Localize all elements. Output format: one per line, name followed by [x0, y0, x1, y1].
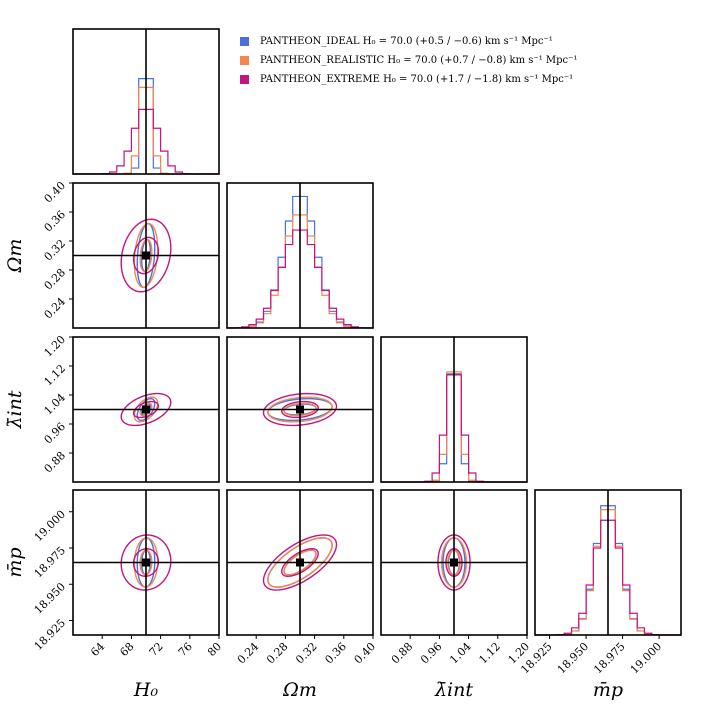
- legend-label-realistic: PANTHEON_REALISTIC: [260, 55, 385, 66]
- contour-pantheon_realistic-1sigma: [283, 549, 317, 576]
- x-tick-label-2-2: 1.04: [447, 640, 474, 667]
- panel-frame-1-1: [226, 182, 374, 329]
- x-tick-label-2-0: 0.88: [389, 640, 416, 667]
- y-tick-label-2-3: 1.12: [42, 362, 69, 389]
- contour-panel-3-2: [380, 489, 528, 636]
- contour-pantheon_extreme-2sigma: [262, 392, 338, 427]
- x-tick-label-3-1: 18.950: [555, 640, 591, 676]
- legend-swatch-extreme: [240, 75, 249, 84]
- panel-frame-2-1: [226, 336, 374, 483]
- legend-label-ideal: PANTHEON_IDEAL: [260, 36, 360, 47]
- legend-item-ideal: PANTHEON_IDEAL H₀ = 70.0 (+0.5 / −0.6) k…: [240, 32, 577, 51]
- contour-pantheon_realistic-2sigma: [267, 396, 333, 423]
- x-tick-label-0-3: 76: [176, 640, 195, 659]
- legend-estimate-extreme: H₀ = 70.0 (+1.7 / −1.8) km s⁻¹ Mpc⁻¹: [383, 74, 574, 85]
- x-axis-label-3: m̄p: [593, 679, 623, 701]
- contour-pantheon_extreme-1sigma: [132, 400, 160, 419]
- panel-frame-3-3: [534, 489, 682, 636]
- contour-panel-1-0: [72, 182, 220, 329]
- x-axis-label-2: λ̄int: [434, 679, 473, 701]
- histogram-panel-2: [380, 336, 528, 483]
- panel-frame-1-0: [72, 182, 220, 329]
- panel-frame-3-2: [380, 489, 528, 636]
- y-tick-label-1-2: 0.32: [42, 237, 69, 264]
- truth-marker-3-2: [450, 558, 458, 567]
- y-tick-label-1-0: 0.24: [42, 295, 69, 322]
- legend-item-realistic: PANTHEON_REALISTIC H₀ = 70.0 (+0.7 / −0.…: [240, 51, 577, 70]
- contour-panel-2-1: [226, 336, 374, 483]
- x-axis-label-0: H₀: [133, 679, 159, 701]
- panel-frame-3-1: [226, 489, 374, 636]
- contour-pantheon_extreme-1sigma: [281, 400, 319, 419]
- legend-swatch-ideal: [240, 37, 249, 46]
- legend-swatch-realistic: [240, 56, 249, 65]
- panel-frame-2-2: [380, 336, 528, 483]
- y-tick-label-3-1: 18.950: [32, 580, 68, 616]
- x-tick-label-3-2: 18.975: [591, 640, 627, 676]
- y-tick-label-1-4: 0.40: [42, 179, 69, 206]
- contour-pantheon_realistic-1sigma: [139, 238, 153, 273]
- x-tick-label-0-4: 80: [205, 640, 224, 659]
- panel-frame-3-0: [72, 489, 220, 636]
- x-tick-label-0-0: 64: [88, 640, 107, 659]
- y-tick-label-2-2: 1.04: [42, 391, 69, 418]
- y-axis-label-2: λ̄int: [4, 390, 26, 429]
- x-tick-label-1-1: 0.28: [264, 640, 291, 667]
- legend-estimate-ideal: H₀ = 70.0 (+0.5 / −0.6) km s⁻¹ Mpc⁻¹: [362, 36, 553, 47]
- contour-panel-2-0: [72, 336, 220, 483]
- y-tick-label-1-1: 0.28: [42, 266, 69, 293]
- contour-pantheon_realistic-2sigma: [267, 537, 333, 588]
- y-axis-label-1: Ωm: [4, 239, 26, 274]
- contour-pantheon_extreme-1sigma: [132, 236, 160, 275]
- legend: PANTHEON_IDEAL H₀ = 70.0 (+0.5 / −0.6) k…: [240, 32, 577, 89]
- contour-pantheon_extreme-2sigma: [120, 392, 172, 427]
- y-tick-label-2-4: 1.20: [42, 333, 69, 360]
- truth-marker-1-0: [142, 251, 150, 260]
- x-tick-label-0-2: 72: [147, 640, 166, 659]
- histogram-panel-1: [226, 182, 374, 329]
- legend-label-extreme: PANTHEON_EXTREME: [260, 74, 380, 85]
- contour-pantheon_extreme-2sigma: [120, 218, 172, 293]
- truth-marker-2-0: [142, 405, 150, 414]
- truth-marker-3-1: [296, 558, 304, 567]
- contour-panel-3-0: [72, 489, 220, 636]
- legend-item-extreme: PANTHEON_EXTREME H₀ = 70.0 (+1.7 / −1.8)…: [240, 70, 577, 89]
- x-tick-label-1-2: 0.32: [293, 640, 320, 667]
- truth-marker-3-0: [142, 558, 150, 567]
- y-tick-label-2-1: 0.96: [42, 420, 69, 447]
- x-tick-label-2-3: 1.12: [476, 640, 503, 667]
- contour-pantheon_realistic-1sigma: [283, 402, 317, 417]
- histogram-panel-0: [72, 28, 220, 175]
- contour-panel-3-1: [226, 489, 374, 636]
- contour-pantheon_ideal-2sigma: [136, 537, 156, 588]
- x-tick-label-1-0: 0.24: [235, 640, 262, 667]
- x-tick-label-0-1: 68: [117, 640, 136, 659]
- x-tick-label-2-1: 0.96: [418, 640, 445, 667]
- x-tick-label-1-3: 0.36: [322, 640, 349, 667]
- contour-pantheon_extreme-2sigma: [262, 534, 338, 591]
- contour-pantheon_realistic-2sigma: [133, 537, 159, 588]
- histogram-panel-3: [534, 489, 682, 636]
- y-axis-label-3: m̄p: [4, 547, 26, 577]
- y-tick-label-1-3: 0.36: [42, 208, 69, 235]
- panel-frame-2-0: [72, 336, 220, 483]
- y-tick-label-3-2: 18.975: [32, 544, 68, 580]
- y-tick-label-2-0: 0.88: [42, 449, 69, 476]
- y-tick-label-3-0: 18.925: [32, 616, 68, 652]
- legend-estimate-realistic: H₀ = 70.0 (+0.7 / −0.8) km s⁻¹ Mpc⁻¹: [387, 55, 578, 66]
- contour-pantheon_extreme-2sigma: [120, 534, 172, 591]
- y-tick-label-3-3: 19.000: [32, 508, 68, 544]
- contour-pantheon_extreme-1sigma: [281, 548, 319, 577]
- x-tick-label-3-3: 19.000: [628, 640, 664, 676]
- x-axis-label-1: Ωm: [282, 679, 317, 701]
- panel-frame-0-0: [72, 28, 220, 175]
- truth-marker-2-1: [296, 405, 304, 414]
- x-tick-label-1-4: 0.40: [352, 640, 379, 667]
